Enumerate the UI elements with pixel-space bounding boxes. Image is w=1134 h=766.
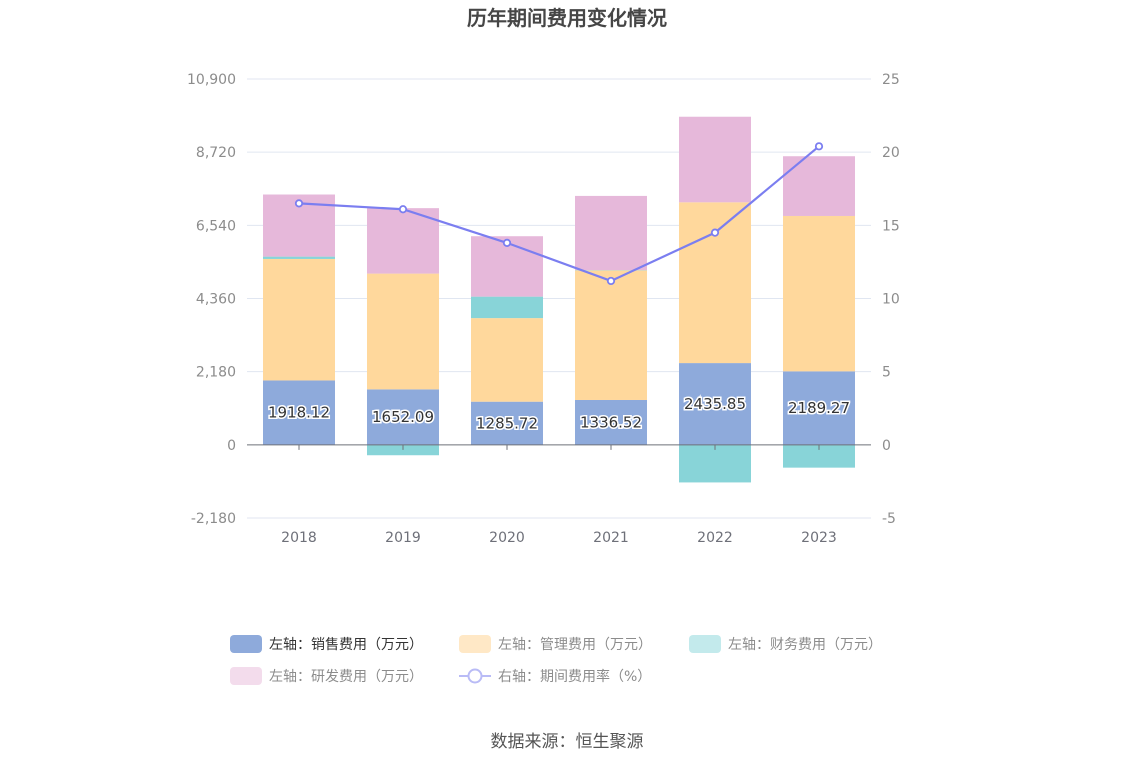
legend-swatch [689,635,721,653]
bar-value-label: 2189.27 [788,399,850,417]
right-tick-label: 15 [882,218,900,234]
legend-swatch [230,667,262,685]
x-tick-label: 2022 [697,530,733,546]
left-tick-label: 10,900 [187,72,236,88]
bar-2019-s3 [367,208,439,274]
bar-2023-s1 [783,215,855,372]
right-tick-label: 20 [882,145,900,161]
left-tick-label: 4,360 [196,292,236,308]
bar-2023-s2 [783,444,855,468]
rate-point-2019 [398,205,408,214]
x-tick-label: 2023 [801,530,837,546]
bar-value-label: 1285.72 [476,414,538,432]
rate-point-2023 [814,142,824,151]
data-labels: 1918.12 1652.09 1285.72 1336.52 2435.85 2189.… [266,393,851,433]
legend-item[interactable]: 左轴：财务费用（万元） [689,635,882,653]
bar-value-label: 1918.12 [268,404,330,422]
rate-polyline [298,145,820,283]
left-tick-label: 2,180 [196,365,236,381]
x-ticks: 2018 2019 2020 2021 2022 2023 [281,530,837,546]
right-tick-label: 25 [882,72,900,88]
bar-value-label: 1652.09 [372,408,434,426]
bar-2020-s1 [471,318,543,402]
bar-2018-s2 [263,256,335,259]
right-tick-label: -5 [882,511,896,527]
bars [263,116,855,483]
bar-2018-s0 [263,380,335,445]
chart-title: 历年期间费用变化情况 [467,6,667,30]
bar-2019-s0 [367,389,439,445]
bar-2022-s2 [679,444,751,483]
bar-2021-s1 [575,270,647,400]
bar-2019-s1 [367,273,439,390]
legend-label: 左轴：管理费用（万元） [498,637,652,653]
x-tick-label: 2020 [489,530,525,546]
rate-point-2020 [502,238,512,247]
bar-2018-s1 [263,258,335,381]
right-tick-label: 0 [882,438,891,454]
bar-2022-s0 [679,363,751,445]
left-tick-label: -2,180 [191,511,236,527]
legend-swatch [459,635,491,653]
x-tick-label: 2021 [593,530,629,546]
left-tick-label: 0 [227,438,236,454]
legend-label: 右轴：期间费用率（%） [498,668,651,685]
bar-2019-s2 [367,444,439,456]
x-tick-label: 2018 [281,530,317,546]
rate-point-2022 [710,228,720,237]
x-tick-label: 2019 [385,530,421,546]
left-tick-label: 6,540 [196,218,236,234]
bar-2023-s0 [783,371,855,445]
legend-item[interactable]: 左轴：管理费用（万元） [459,635,652,653]
legend-swatch [230,635,262,653]
legend-label: 左轴：研发费用（万元） [269,669,423,685]
bar-2021-s0 [575,399,647,445]
rate-line [294,142,824,286]
right-tick-label: 10 [882,292,900,308]
bar-2023-s3 [783,156,855,216]
left-axis: 10,900 8,720 6,540 4,360 2,180 0 -2,180 [187,72,236,527]
bar-value-label: 1336.52 [580,413,642,431]
data-source: 数据来源：恒生聚源 [491,732,644,752]
bar-2022-s1 [679,202,751,364]
right-axis: 25 20 15 10 5 0 -5 [882,72,900,527]
right-tick-label: 5 [882,365,891,381]
left-tick-label: 8,720 [196,145,236,161]
legend-item[interactable]: 右轴：期间费用率（%） [459,668,651,685]
grid [247,78,871,519]
bar-2020-s2 [471,296,543,319]
legend-label: 左轴：销售费用（万元） [269,637,423,653]
legend-circle-icon [467,668,483,684]
rate-point-2021 [606,276,616,286]
legend[interactable]: 左轴：销售费用（万元） 左轴：管理费用（万元） 左轴：财务费用（万元） 左轴：研发费用… [230,635,882,685]
rate-point-2018 [294,199,304,208]
legend-label: 左轴：财务费用（万元） [728,637,882,653]
bar-2021-s3 [575,195,647,271]
bar-2020-s0 [471,401,543,445]
bar-2022-s3 [679,116,751,203]
legend-item[interactable]: 左轴：研发费用（万元） [230,667,423,685]
bar-value-label: 2435.85 [684,395,746,413]
legend-item[interactable]: 左轴：销售费用（万元） [230,635,423,653]
x-axis [247,444,871,450]
